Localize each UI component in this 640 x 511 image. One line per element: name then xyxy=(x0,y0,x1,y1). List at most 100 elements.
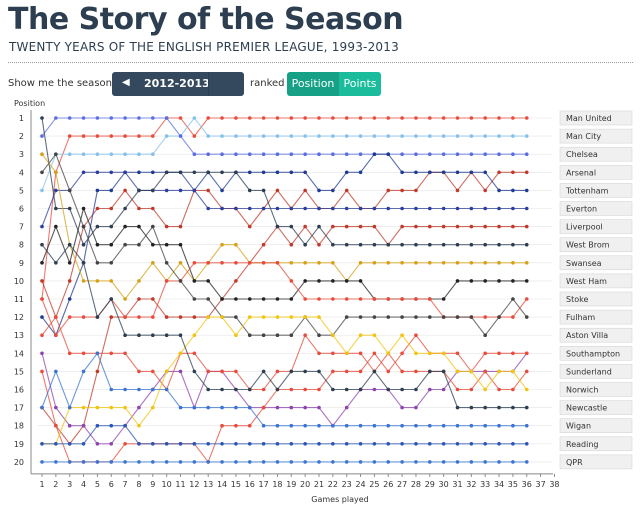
data-point xyxy=(178,351,183,356)
previous-season-icon[interactable]: ◀ xyxy=(122,77,130,88)
data-point xyxy=(511,315,515,319)
data-point xyxy=(247,116,252,120)
legend-item xyxy=(559,327,633,343)
data-point xyxy=(40,116,44,120)
x-tick-label: 22 xyxy=(328,480,338,489)
data-point xyxy=(524,351,529,356)
data-point xyxy=(524,116,529,120)
data-point xyxy=(164,170,169,175)
data-point xyxy=(344,369,349,374)
x-tick-label: 4 xyxy=(81,480,86,489)
data-point xyxy=(289,170,294,175)
data-point xyxy=(344,224,349,229)
data-point xyxy=(123,423,127,428)
series-line xyxy=(41,171,527,227)
data-point xyxy=(469,152,474,156)
data-point xyxy=(524,297,529,301)
data-point xyxy=(206,152,210,156)
data-point xyxy=(95,116,100,120)
data-point xyxy=(261,405,266,410)
data-point xyxy=(289,134,294,138)
legend-item xyxy=(559,400,633,415)
data-point xyxy=(483,460,488,464)
data-point xyxy=(289,152,294,156)
data-point xyxy=(192,297,197,301)
data-point xyxy=(524,315,529,319)
toggle-points-button[interactable]: Points xyxy=(339,72,381,96)
data-point xyxy=(386,152,391,156)
y-tick-label: 13 xyxy=(14,331,24,340)
data-point xyxy=(261,387,266,392)
data-point xyxy=(469,279,474,283)
data-point xyxy=(247,261,252,265)
data-point xyxy=(469,369,474,374)
data-point xyxy=(344,405,349,410)
data-point xyxy=(441,387,446,392)
data-point xyxy=(455,242,460,247)
data-point xyxy=(247,315,252,319)
data-point xyxy=(441,152,446,156)
data-point xyxy=(261,152,266,156)
data-point xyxy=(497,460,501,464)
data-point xyxy=(178,279,183,283)
x-tick-label: 16 xyxy=(245,480,255,489)
data-point xyxy=(344,152,349,156)
data-point xyxy=(220,423,224,428)
data-point xyxy=(386,460,391,464)
data-point xyxy=(81,206,86,211)
data-point xyxy=(497,351,501,356)
data-point xyxy=(428,387,432,392)
data-point xyxy=(455,279,460,283)
data-point xyxy=(455,170,460,175)
data-point xyxy=(428,369,432,374)
data-point xyxy=(54,206,58,211)
data-point xyxy=(109,224,114,229)
series-line xyxy=(41,352,528,445)
data-point xyxy=(178,134,183,138)
data-point xyxy=(303,188,307,193)
y-tick-label: 14 xyxy=(14,349,24,358)
data-point xyxy=(524,134,529,138)
x-tick-label: 38 xyxy=(549,480,559,489)
data-point xyxy=(497,315,501,319)
data-point xyxy=(400,315,404,319)
series-lines xyxy=(40,116,529,464)
toggle-position-button[interactable]: Position xyxy=(287,72,339,96)
data-point xyxy=(81,405,86,410)
data-point xyxy=(455,387,460,392)
data-point xyxy=(372,387,377,392)
data-point xyxy=(220,242,224,247)
series-line xyxy=(41,153,528,337)
data-point xyxy=(220,369,224,374)
data-point xyxy=(414,405,418,410)
season-select[interactable]: ◀ 2012-2013 xyxy=(112,72,244,96)
series-line xyxy=(41,117,527,191)
data-point xyxy=(511,351,515,356)
data-point xyxy=(289,297,294,301)
data-point xyxy=(192,333,197,337)
x-tick-label: 31 xyxy=(452,480,462,489)
data-point xyxy=(234,152,238,156)
data-point xyxy=(344,279,349,283)
data-point xyxy=(192,405,197,410)
data-point xyxy=(358,460,363,464)
data-point xyxy=(40,333,44,337)
data-point xyxy=(67,297,72,301)
data-point xyxy=(483,261,488,265)
data-point xyxy=(261,134,266,138)
data-point xyxy=(414,297,418,301)
data-point xyxy=(261,333,266,337)
data-point xyxy=(95,315,100,319)
data-point xyxy=(344,315,349,319)
legend-label: Everton xyxy=(566,205,597,214)
data-point xyxy=(289,423,294,428)
data-point xyxy=(455,442,460,446)
data-point xyxy=(247,423,252,428)
data-point xyxy=(40,297,44,301)
data-point xyxy=(497,261,501,265)
data-point xyxy=(137,188,141,193)
data-point xyxy=(414,170,418,175)
data-point xyxy=(497,369,501,374)
x-tick-label: 5 xyxy=(95,480,100,489)
data-point xyxy=(109,423,114,428)
